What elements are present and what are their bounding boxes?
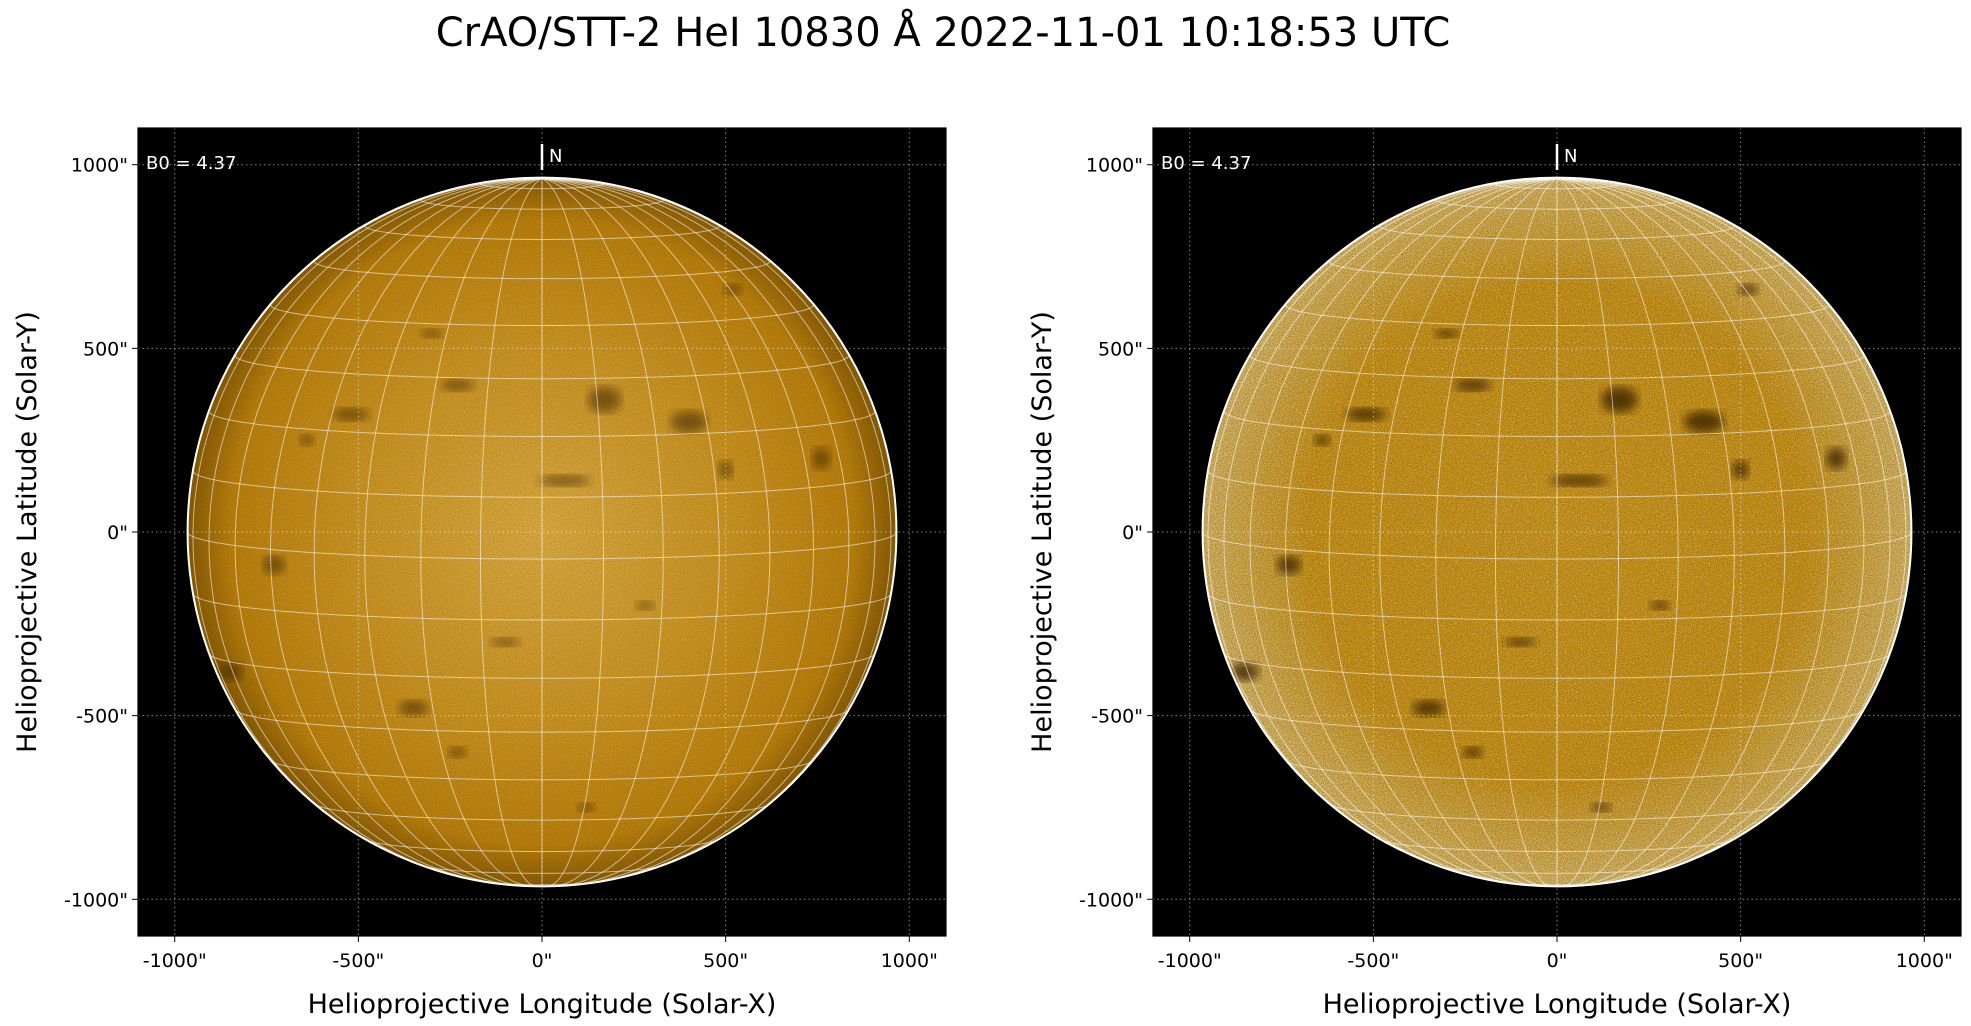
y-tick-label: -1000" <box>64 889 128 911</box>
plot-background <box>138 128 946 936</box>
x-tick-label: -1000" <box>143 950 207 972</box>
north-label: N <box>549 146 562 167</box>
x-tick-label: 0" <box>532 950 553 972</box>
y-tick-label: -500" <box>76 706 128 728</box>
x-tick-label: -500" <box>1347 950 1399 972</box>
x-tick-label: 1000" <box>881 950 938 972</box>
x-axis-label: Helioprojective Longitude (Solar-X) <box>1323 989 1792 1020</box>
limb-circle <box>1201 176 1913 888</box>
y-axis-label: Helioprojective Latitude (Solar-Y) <box>12 311 43 753</box>
helioprojective-grid <box>1153 128 1961 936</box>
x-axis-label: Helioprojective Longitude (Solar-X) <box>308 989 777 1020</box>
helioprojective-grid <box>138 128 946 936</box>
x-tick-label: 500" <box>703 950 748 972</box>
axes-frame <box>1152 127 1962 937</box>
y-tick-label: 500" <box>1098 338 1143 360</box>
panel-right: -1000" -500" 0" 500" 1000" 1000" 500" 0" -500" -1… <box>1027 127 1962 1020</box>
y-tick-label: 1000" <box>1086 155 1143 177</box>
heliographic-grid <box>187 178 897 887</box>
x-tick-label: -500" <box>332 950 384 972</box>
solar-disk <box>187 177 897 887</box>
limb-circle <box>186 176 898 888</box>
b0-annotation: B0 = 4.37 <box>146 153 236 174</box>
x-tick-label: -1000" <box>1158 950 1222 972</box>
north-label: N <box>1564 146 1577 167</box>
y-tick-label: 0" <box>107 522 128 544</box>
x-tick-label: 500" <box>1718 950 1763 972</box>
heliographic-grid <box>1202 178 1912 887</box>
y-tick-label: -1000" <box>1079 889 1143 911</box>
y-tick-label: 0" <box>1122 522 1143 544</box>
solar-disk <box>1202 177 1912 887</box>
y-tick-label: 500" <box>83 338 128 360</box>
x-tick-label: 0" <box>1547 950 1568 972</box>
b0-annotation: B0 = 4.37 <box>1161 153 1251 174</box>
axes-frame <box>137 127 947 937</box>
x-tick-label: 1000" <box>1896 950 1953 972</box>
y-axis-label: Helioprojective Latitude (Solar-Y) <box>1027 311 1058 753</box>
panel-left: -1000" -500" 0" 500" 1000" 1000" 500" 0" -500" -1… <box>12 127 947 1020</box>
plot-background <box>1153 128 1961 936</box>
y-tick-label: -500" <box>1091 706 1143 728</box>
y-tick-label: 1000" <box>71 155 128 177</box>
figure-title: CrAO/STT-2 HeI 10830 Å 2022-11-01 10:18:… <box>435 10 1451 56</box>
